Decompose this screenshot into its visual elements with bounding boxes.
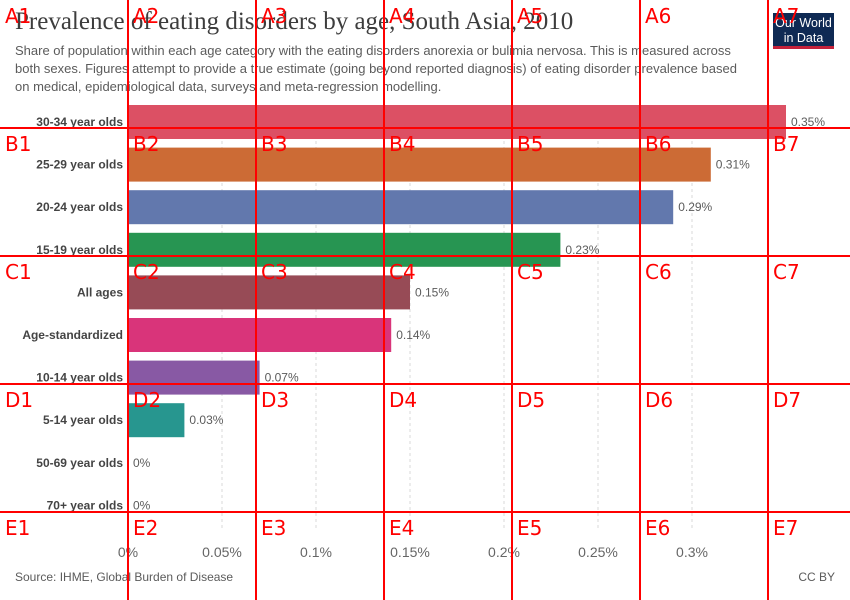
x-tick-label: 0.15% (390, 544, 430, 560)
x-tick-label: 0.1% (300, 544, 332, 560)
grid-cell-label: D2 (133, 388, 162, 412)
category-label: 50-69 year olds (36, 456, 123, 470)
logo-line-1: Our World (775, 16, 832, 30)
value-label: 0.03% (189, 413, 223, 427)
grid-vertical-line (639, 0, 641, 600)
bar (128, 147, 711, 182)
value-label: 0.31% (716, 158, 750, 172)
grid-cell-label: A3 (261, 4, 288, 28)
grid-cell-label: C1 (5, 260, 32, 284)
grid-cell-label: E5 (517, 516, 543, 540)
grid-horizontal-line (0, 511, 850, 513)
grid-horizontal-line (0, 127, 850, 129)
value-label: 0.35% (791, 115, 825, 129)
grid-vertical-line (255, 0, 257, 600)
category-label: 25-29 year olds (36, 158, 123, 172)
grid-vertical-line (383, 0, 385, 600)
grid-cell-label: E2 (133, 516, 159, 540)
grid-vertical-line (511, 0, 513, 600)
grid-cell-label: D7 (773, 388, 802, 412)
grid-horizontal-line (0, 383, 850, 385)
grid-cell-label: C6 (645, 260, 672, 284)
grid-vertical-line (127, 0, 129, 600)
grid-cell-label: D6 (645, 388, 674, 412)
category-label: All ages (77, 285, 123, 299)
value-label: 0% (133, 498, 151, 512)
grid-cell-label: B2 (133, 132, 160, 156)
grid-cell-label: B5 (517, 132, 544, 156)
license-link[interactable]: CC BY (798, 570, 835, 584)
grid-cell-label: D5 (517, 388, 546, 412)
grid-cell-label: B6 (645, 132, 672, 156)
grid-cell-label: A5 (517, 4, 544, 28)
bar (128, 232, 561, 267)
category-label: 70+ year olds (47, 498, 124, 512)
grid-vertical-line (767, 0, 769, 600)
bar (128, 275, 410, 310)
bar (128, 318, 392, 352)
category-label: Age-standardized (22, 328, 123, 342)
value-label: 0.07% (265, 371, 299, 385)
value-label: 0.15% (415, 285, 449, 299)
grid-cell-label: C3 (261, 260, 288, 284)
grid-cell-label: C5 (517, 260, 544, 284)
grid-cell-label: A4 (389, 4, 416, 28)
grid-cell-label: D4 (389, 388, 418, 412)
category-label: 10-14 year olds (36, 371, 123, 385)
category-label: 30-34 year olds (36, 115, 123, 129)
value-label: 0% (133, 456, 151, 470)
bar (128, 105, 786, 139)
grid-cell-label: C4 (389, 260, 416, 284)
category-label: 5-14 year olds (43, 413, 123, 427)
bar (128, 190, 674, 225)
bar (128, 403, 185, 438)
x-tick-label: 0.25% (578, 544, 618, 560)
source-note[interactable]: Source: IHME, Global Burden of Disease (15, 570, 234, 584)
grid-cell-label: E4 (389, 516, 415, 540)
grid-cell-label: B4 (389, 132, 416, 156)
value-label: 0.23% (565, 243, 599, 257)
grid-cell-label: A7 (773, 4, 800, 28)
grid-cell-label: A2 (133, 4, 160, 28)
grid-cell-label: C2 (133, 260, 160, 284)
value-label: 0.14% (396, 328, 430, 342)
chart-title: Prevalence of eating disorders by age, S… (15, 8, 574, 35)
grid-cell-label: A1 (5, 4, 32, 28)
grid-cell-label: E6 (645, 516, 671, 540)
grid-cell-label: A6 (645, 4, 672, 28)
grid-cell-label: B3 (261, 132, 288, 156)
bar (128, 360, 260, 395)
chart-subtitle: Share of population within each age cate… (15, 43, 737, 94)
category-label: 15-19 year olds (36, 243, 123, 257)
grid-cell-label: E1 (5, 516, 31, 540)
x-tick-label: 0.2% (488, 544, 520, 560)
grid-cell-label: D3 (261, 388, 290, 412)
our-world-in-data-logo[interactable]: Our World in Data (773, 13, 834, 49)
grid-cell-label: E3 (261, 516, 287, 540)
x-tick-label: 0.3% (676, 544, 708, 560)
x-tick-label: 0.05% (202, 544, 242, 560)
grid-horizontal-line (0, 255, 850, 257)
value-label: 0.29% (678, 200, 712, 214)
grid-cell-label: B7 (773, 132, 800, 156)
category-label: 20-24 year olds (36, 200, 123, 214)
grid-cell-label: B1 (5, 132, 32, 156)
grid-cell-label: C7 (773, 260, 800, 284)
grid-cell-label: D1 (5, 388, 34, 412)
grid-cell-label: E7 (773, 516, 799, 540)
logo-line-2: in Data (783, 31, 824, 45)
